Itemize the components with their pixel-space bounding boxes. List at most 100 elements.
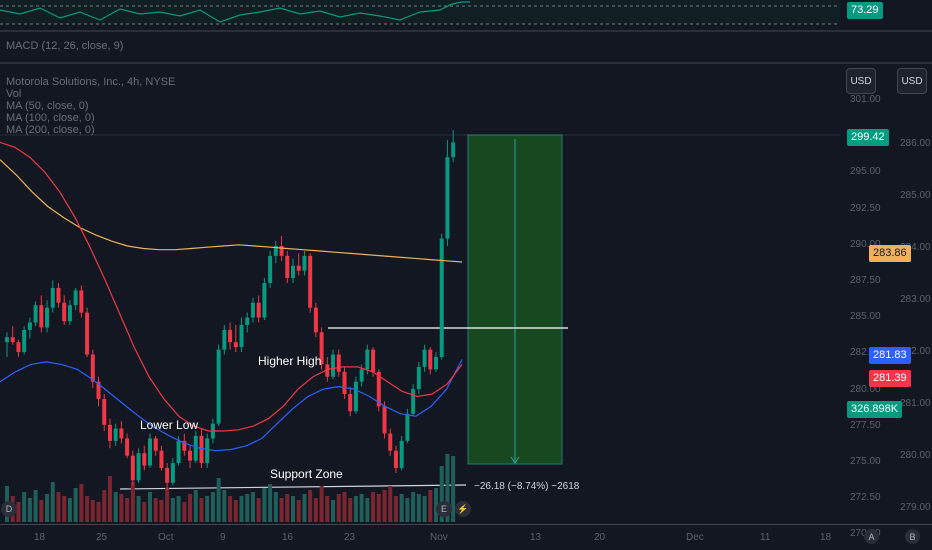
vol-legend[interactable]: Vol: [6, 88, 22, 100]
volume-bar: [45, 494, 50, 522]
volume-bar: [233, 500, 238, 522]
candle-body: [136, 453, 141, 481]
volume-bar: [56, 492, 61, 522]
ma50-legend[interactable]: MA (50, close, 0): [6, 100, 89, 112]
candle-body: [119, 428, 124, 439]
candle-body: [233, 342, 238, 348]
pane-separator[interactable]: [0, 30, 932, 32]
volume-bar: [313, 498, 318, 522]
candle-body: [79, 290, 84, 313]
candle-body: [199, 435, 204, 464]
volume-bar: [62, 496, 67, 522]
candle-body: [193, 435, 198, 461]
time-axis-label: 11: [760, 532, 771, 543]
ma200-tag: 281.39: [869, 370, 911, 387]
volume-bar: [27, 498, 32, 522]
ma200-legend[interactable]: MA (200, close, 0): [6, 124, 95, 136]
candle-body: [153, 438, 158, 451]
candle-body: [434, 357, 438, 370]
lightning-icon[interactable]: ⚡: [455, 501, 471, 517]
candle-body: [411, 389, 416, 414]
ma100-line: [0, 359, 463, 452]
volume-bar: [90, 500, 95, 522]
candle-body: [102, 398, 107, 425]
candle-body: [342, 371, 347, 394]
currency-button-left[interactable]: USD: [846, 68, 876, 94]
volume-bar: [199, 498, 204, 522]
candle-body: [10, 337, 15, 343]
ma100-legend[interactable]: MA (100, close, 0): [6, 112, 95, 124]
price-chart[interactable]: [0, 64, 932, 524]
candle-body: [319, 332, 324, 365]
candle-body: [313, 307, 318, 333]
lower-low-label[interactable]: Lower Low: [140, 418, 199, 432]
symbol-title[interactable]: Motorola Solutions, Inc., 4h, NYSE: [6, 76, 176, 88]
candle-body: [296, 265, 301, 271]
candle-body: [73, 290, 78, 306]
price-axis-right-label: 281.00: [900, 398, 931, 409]
chart-legend: Motorola Solutions, Inc., 4h, NYSE Vol M…: [6, 76, 175, 136]
volume-bar: [239, 496, 244, 522]
candle-body: [188, 450, 193, 461]
volume-bar: [119, 494, 124, 522]
pane-separator[interactable]: [0, 62, 932, 64]
price-axis-label: 292.50: [850, 202, 881, 214]
candle-body: [96, 381, 101, 399]
volume-bar: [159, 500, 164, 522]
time-axis-label: Dec: [686, 532, 704, 543]
main-chart-pane[interactable]: Motorola Solutions, Inc., 4h, NYSE Vol M…: [0, 64, 932, 524]
ma50-tag: 283.86: [869, 245, 911, 262]
candle-body: [130, 455, 135, 481]
higher-high-label[interactable]: Higher High: [258, 354, 322, 368]
volume-bar: [393, 496, 398, 522]
candle-body: [428, 349, 433, 370]
candle-body: [291, 265, 295, 279]
macd-pane[interactable]: MACD (12, 26, close, 9): [0, 32, 932, 62]
candle-body: [45, 307, 50, 328]
candle-body: [62, 302, 67, 322]
price-axis-label: 277.50: [850, 419, 881, 431]
rsi-value-tag: 73.29: [847, 2, 883, 19]
volume-bar: [376, 494, 381, 522]
price-axis-right-label: 279.00: [900, 502, 931, 513]
volume-bar: [331, 500, 336, 522]
time-axis-label: 20: [594, 532, 606, 543]
earnings-marker[interactable]: E: [436, 501, 452, 517]
candle-body: [359, 369, 364, 382]
candle-body: [90, 354, 95, 382]
volume-bar: [268, 484, 273, 522]
candle-body: [268, 255, 273, 283]
candle-body: [336, 354, 341, 372]
volume-bar: [302, 494, 307, 522]
dividend-marker[interactable]: D: [1, 501, 17, 517]
volume-bar: [422, 496, 427, 522]
auto-scale-button[interactable]: A: [864, 529, 879, 544]
volume-bar: [296, 500, 301, 522]
candle-body: [256, 302, 261, 318]
volume-tag: 326.898K: [847, 401, 903, 418]
price-axis-right[interactable]: 286.00 285.00 284.00 283.00 282.00 281.00 280.…: [898, 64, 932, 524]
candle-body: [176, 440, 181, 464]
support-zone-label[interactable]: Support Zone: [270, 467, 343, 481]
candle-body: [439, 238, 444, 357]
candle-body: [371, 349, 376, 372]
currency-button-right[interactable]: USD: [897, 68, 927, 94]
volume-bar: [136, 496, 141, 522]
rsi-pane[interactable]: 73.29: [0, 0, 932, 30]
candle-body: [142, 453, 147, 466]
candle-body: [273, 246, 278, 256]
last-price-tag: 299.42: [847, 129, 889, 146]
candle-body: [182, 440, 187, 451]
time-axis-label: Oct: [158, 532, 174, 543]
volume-bar: [285, 494, 290, 522]
time-axis[interactable]: 18 25 Oct 9 16 23 Nov 13 20 Dec 11 18: [0, 526, 840, 550]
volume-bar: [39, 500, 44, 522]
price-axis-label: 295.00: [850, 166, 881, 178]
log-scale-button[interactable]: B: [905, 529, 920, 544]
ma50-line: [0, 159, 463, 263]
price-axis-label: 280.00: [850, 383, 881, 395]
candle-body: [393, 450, 398, 468]
volume-bar: [50, 482, 55, 522]
candle-body: [16, 342, 21, 353]
volume-bar: [388, 486, 393, 522]
